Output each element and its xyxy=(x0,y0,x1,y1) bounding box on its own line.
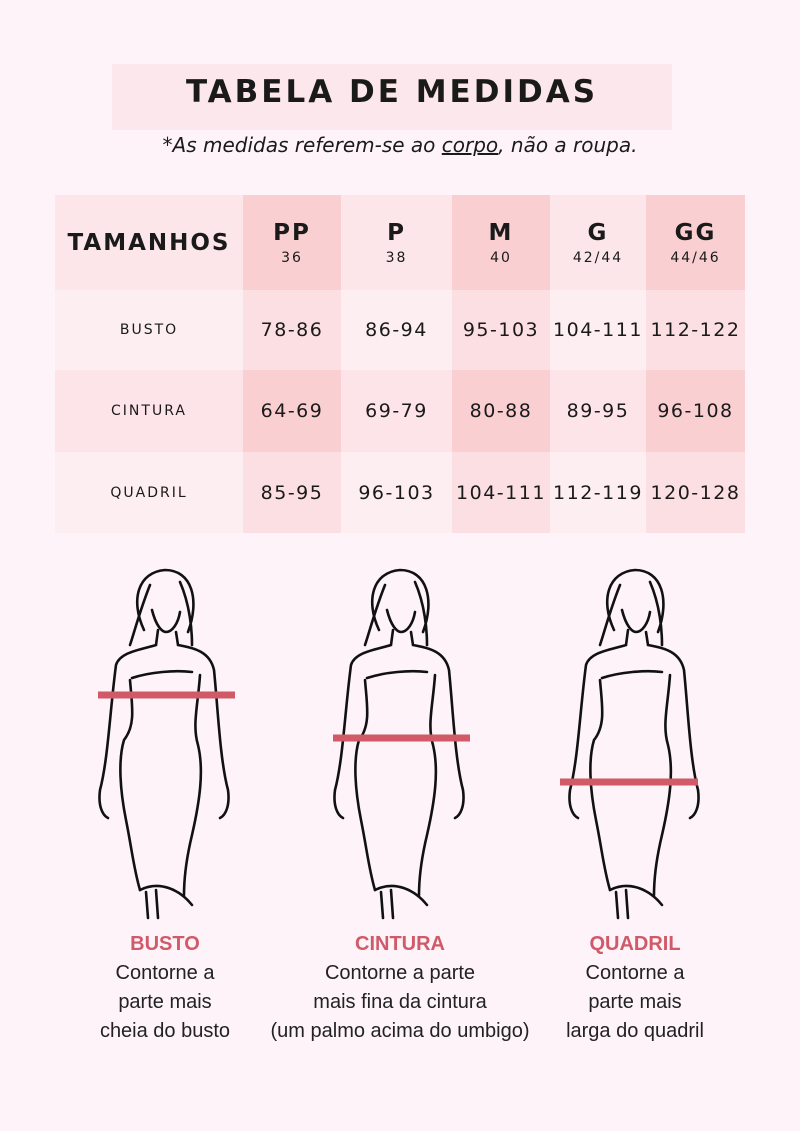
table-cell: 64-69 xyxy=(243,370,341,452)
guide-text: parte mais xyxy=(118,991,212,1013)
measure-value: 96-103 xyxy=(358,481,435,504)
size-label: PP xyxy=(273,219,311,246)
table-cell: 78-86 xyxy=(243,290,341,370)
size-number: 40 xyxy=(490,249,512,266)
measure-value: 69-79 xyxy=(365,400,428,422)
measure-line xyxy=(333,734,470,742)
subtitle-emphasis: corpo xyxy=(441,133,499,157)
measure-value: 85-95 xyxy=(260,481,324,504)
guide-text: cheia do busto xyxy=(99,1020,231,1042)
guide-caption: BUSTO Contorne a parte mais cheia do busto xyxy=(15,930,315,1046)
guide-text: larga do quadril xyxy=(566,1020,704,1042)
guide-text: parte mais xyxy=(588,991,682,1013)
guide-text: Contorne a xyxy=(585,962,685,984)
row-header: QUADRIL xyxy=(55,452,243,533)
guide-text: Contorne a xyxy=(115,962,215,984)
row-header: CINTURA xyxy=(55,370,243,452)
guide-caption: QUADRIL Contorne a parte mais larga do quad… xyxy=(485,930,785,1046)
table-cell: 112-122 xyxy=(646,290,745,370)
guide-text: Contorne a parte xyxy=(324,962,476,984)
table-cell: 112-119 xyxy=(550,452,646,533)
guide-caption: CINTURA Contorne a parte mais fina da cint… xyxy=(250,930,550,1046)
size-table: TAMANHOS PP 36 P 38 M 40 G 42/44 GG 44/46 BUSTO 78-8… xyxy=(55,195,745,533)
size-number: 42/44 xyxy=(572,249,624,266)
subtitle-suffix: , não a roupa. xyxy=(498,133,638,157)
measure-value: 112-122 xyxy=(650,319,741,341)
size-number: 38 xyxy=(385,249,408,266)
size-number: 36 xyxy=(281,249,303,266)
measure-value: 112-119 xyxy=(553,481,643,504)
table-cell: 80-88 xyxy=(452,370,550,452)
measure-value: 80-88 xyxy=(469,400,533,422)
measure-value: 78-86 xyxy=(260,319,324,341)
woman-figure-hip-icon xyxy=(550,560,720,930)
size-header: G 42/44 xyxy=(550,195,646,290)
measure-value: 104-111 xyxy=(553,319,643,341)
measure-value: 96-108 xyxy=(657,400,734,422)
table-cell: 69-79 xyxy=(341,370,452,452)
table-cell: 85-95 xyxy=(243,452,341,533)
table-cell: 120-128 xyxy=(646,452,745,533)
table-cell: 104-111 xyxy=(452,452,550,533)
size-label: GG xyxy=(674,219,717,246)
guide-title: BUSTO xyxy=(130,933,200,955)
size-label: M xyxy=(488,219,514,246)
size-label: G xyxy=(587,219,609,246)
woman-figure-waist-icon xyxy=(315,560,485,930)
table-cell: 89-95 xyxy=(550,370,646,452)
table-cell: 86-94 xyxy=(341,290,452,370)
row-label: BUSTO xyxy=(119,322,179,338)
size-header: GG 44/46 xyxy=(646,195,745,290)
table-cell: 96-108 xyxy=(646,370,745,452)
subtitle: *As medidas referem-se ao corpo, não a r… xyxy=(0,133,800,157)
guide-text: (um palmo acima do umbigo) xyxy=(270,1020,530,1042)
measure-line xyxy=(560,778,698,786)
header-corner: TAMANHOS xyxy=(55,195,243,290)
table-cell: 96-103 xyxy=(341,452,452,533)
row-label: QUADRIL xyxy=(110,484,188,501)
table-cell: 95-103 xyxy=(452,290,550,370)
size-header: PP 36 xyxy=(243,195,341,290)
table-cell: 104-111 xyxy=(550,290,646,370)
measure-value: 104-111 xyxy=(456,481,546,504)
page-title: TABELA DE MEDIDAS xyxy=(185,74,599,110)
measure-value: 95-103 xyxy=(462,319,540,341)
subtitle-prefix: *As medidas referem-se ao xyxy=(162,133,442,157)
measure-value: 86-94 xyxy=(365,319,428,341)
woman-figure-bust-icon xyxy=(80,560,250,930)
row-header: BUSTO xyxy=(55,290,243,370)
title-background xyxy=(112,64,672,130)
measure-value: 120-128 xyxy=(650,481,741,504)
measure-line xyxy=(98,691,235,699)
size-header: M 40 xyxy=(452,195,550,290)
measure-value: 89-95 xyxy=(566,400,630,422)
size-number: 44/46 xyxy=(670,249,721,266)
corner-label: TAMANHOS xyxy=(67,229,231,256)
size-label: P xyxy=(387,219,406,246)
size-header: P 38 xyxy=(341,195,452,290)
row-label: CINTURA xyxy=(111,403,187,419)
measure-value: 64-69 xyxy=(260,400,324,422)
guide-text: mais fina da cintura xyxy=(313,991,487,1013)
guide-title: CINTURA xyxy=(355,933,445,955)
guide-title: QUADRIL xyxy=(589,933,681,955)
